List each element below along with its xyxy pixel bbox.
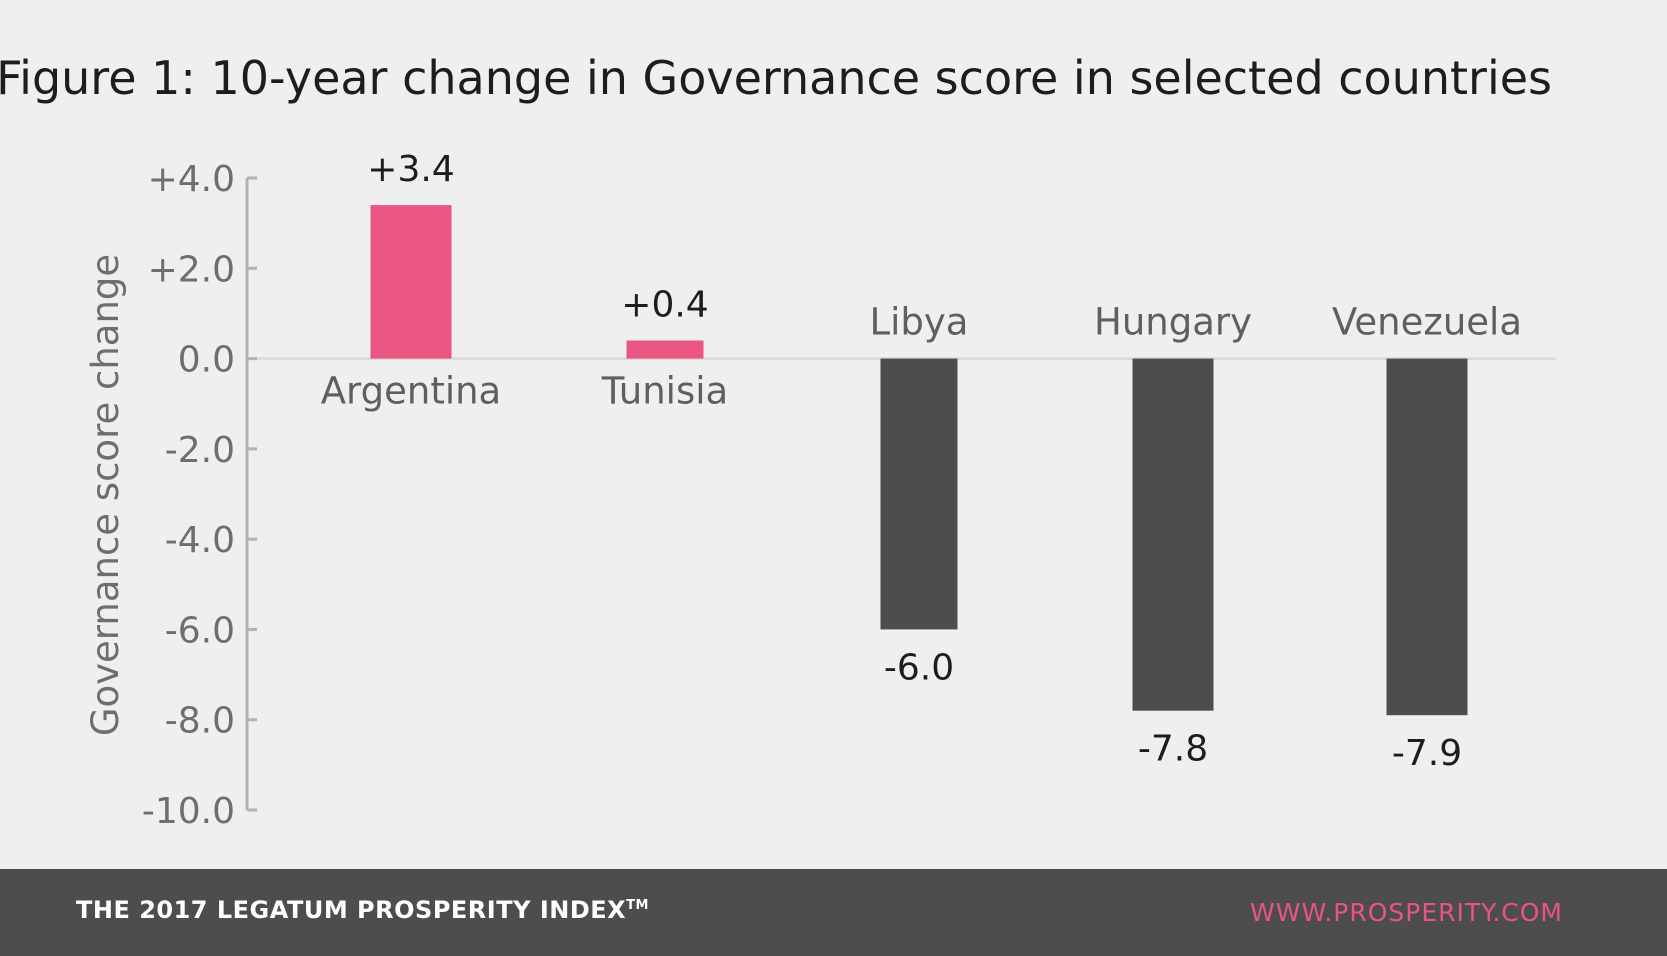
y-axis: +4.0 +2.0 0.0 -2.0 -4.0 -6.0 -8.0 -10.0: [142, 159, 1556, 832]
y-tick-label: -2.0: [165, 430, 235, 471]
labels: Argentina +3.4 Tunisia +0.4 Libya -6.0 Hungary…: [321, 149, 1522, 774]
bar-tunisia: [626, 340, 704, 359]
data-label: -7.8: [1138, 729, 1208, 770]
chart-title: Figure 1: 10-year change in Governance s…: [0, 51, 1552, 105]
trademark-mark: TM: [626, 898, 649, 913]
bar-libya: [880, 358, 958, 630]
y-tick-label: 0.0: [178, 340, 235, 381]
bar-venezuela: [1386, 358, 1468, 716]
footer-website-link[interactable]: WWW.PROSPERITY.COM: [1250, 898, 1563, 927]
y-tick-label: -8.0: [165, 701, 235, 742]
footer-bar: THE 2017 LEGATUM PROSPERITY INDEXTM WWW.…: [0, 869, 1667, 956]
y-tick-label: +2.0: [148, 249, 235, 290]
y-tick-label: -6.0: [165, 610, 235, 651]
data-label: -7.9: [1392, 733, 1462, 774]
bar-argentina: [370, 205, 452, 359]
bar-hungary: [1132, 358, 1214, 711]
category-label: Argentina: [321, 370, 501, 413]
category-label: Tunisia: [601, 370, 728, 413]
data-label: +0.4: [621, 285, 708, 326]
data-label: -6.0: [884, 647, 954, 688]
bar-chart: Figure 1: 10-year change in Governance s…: [0, 51, 1556, 832]
data-label: +3.4: [367, 149, 454, 190]
y-tick-label: +4.0: [148, 159, 235, 200]
y-tick-label: -10.0: [142, 791, 235, 832]
footer-publication-name: THE 2017 LEGATUM PROSPERITY INDEXTM: [76, 896, 649, 924]
footer-publication-text: THE 2017 LEGATUM PROSPERITY INDEX: [76, 896, 627, 924]
y-axis-label: Governance score change: [84, 254, 127, 736]
category-label: Hungary: [1094, 301, 1252, 344]
category-label: Libya: [870, 301, 969, 344]
y-tick-label: -4.0: [165, 520, 235, 561]
category-label: Venezuela: [1332, 301, 1522, 344]
bars: [370, 205, 1468, 716]
